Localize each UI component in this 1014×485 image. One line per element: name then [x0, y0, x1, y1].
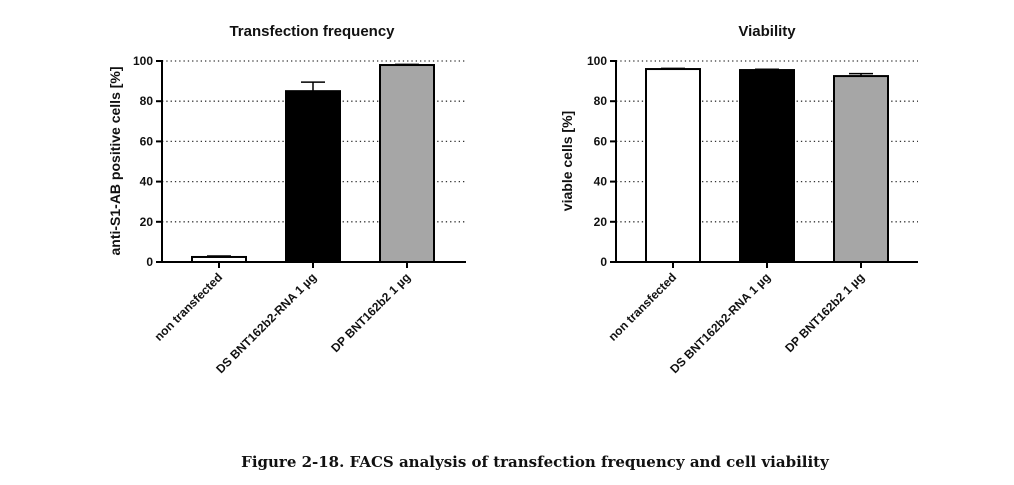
- x-tick-label: DP BNT162b2 1 µg: [328, 270, 413, 355]
- x-tick-label: DS BNT162b2-RNA 1 µg: [667, 270, 773, 376]
- y-tick-label: 0: [146, 255, 153, 269]
- y-tick-label: 20: [594, 215, 608, 229]
- y-tick-label: 20: [140, 215, 154, 229]
- y-tick-label: 60: [594, 134, 608, 148]
- figure-caption: Figure 2-18. FACS analysis of transfecti…: [241, 453, 830, 471]
- y-tick-label: 0: [600, 255, 607, 269]
- x-tick-label: non transfected: [606, 270, 680, 344]
- y-tick-label: 100: [587, 54, 607, 68]
- y-tick-label: 40: [594, 175, 608, 189]
- x-tick-label: DP BNT162b2 1 µg: [782, 270, 867, 355]
- y-tick-label: 80: [594, 94, 608, 108]
- x-tick-label: non transfected: [152, 270, 226, 344]
- bar: [379, 64, 435, 263]
- y-tick-label: 40: [140, 175, 154, 189]
- x-tick-label: DS BNT162b2-RNA 1 µg: [213, 270, 319, 376]
- chart-title: Viability: [738, 23, 796, 40]
- chart-title: Transfection frequency: [229, 23, 395, 40]
- y-axis-label: anti-S1-AB positive cells [%]: [107, 66, 123, 255]
- y-tick-label: 60: [140, 134, 154, 148]
- y-axis-label: viable cells [%]: [559, 111, 575, 211]
- bar: [645, 68, 701, 264]
- chart-viability: Viability viable cells [%] 0 20 40 60 80 100 n…: [559, 23, 918, 376]
- bar: [285, 90, 341, 264]
- chart-transfection-frequency: Transfection frequency anti-S1-AB positi…: [107, 23, 466, 376]
- bar: [739, 69, 795, 263]
- y-tick-label: 100: [133, 54, 153, 68]
- bar: [833, 75, 889, 263]
- y-tick-label: 80: [140, 94, 154, 108]
